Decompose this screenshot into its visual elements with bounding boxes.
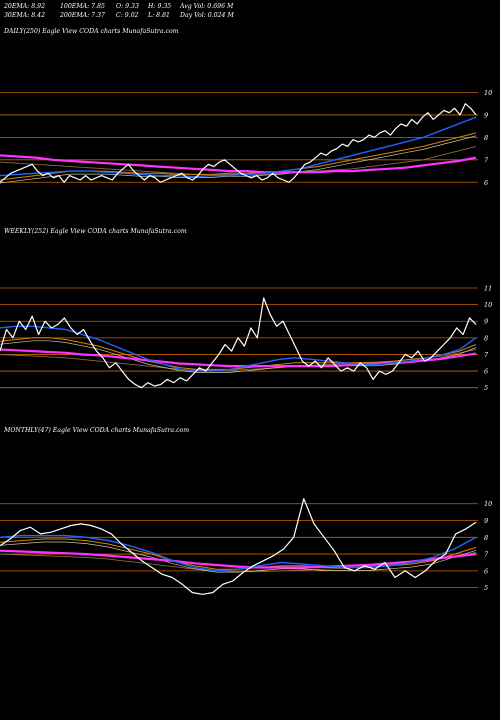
y-tick-label: 10 — [484, 500, 492, 508]
y-tick-label: 5 — [484, 384, 488, 392]
ema30-value: 30EMA: 8.42 — [4, 12, 46, 19]
price-line — [0, 297, 477, 389]
y-tick-label: 7 — [484, 551, 489, 559]
y-tick-label: 9 — [484, 517, 488, 525]
daily-panel: 10 9 8 7 6 — [0, 89, 492, 187]
ema-200-line — [0, 348, 477, 368]
ema-fast-line — [0, 116, 477, 178]
y-tick-label: 7 — [484, 156, 489, 164]
y-tick-label: 10 — [484, 301, 492, 309]
y-tick-label: 8 — [484, 334, 488, 342]
low-value: L: 8.81 — [148, 12, 170, 19]
y-tick-label: 8 — [484, 134, 488, 142]
ema-200-line — [0, 549, 477, 569]
weekly-chart-title: WEEKLY(252) Eagle View CODA charts Munaf… — [4, 228, 187, 235]
ema-100-line — [0, 132, 477, 181]
ma-mid-line — [0, 135, 477, 184]
monthly-chart-title: MONTHLY(47) Eagle View CODA charts Munaf… — [4, 427, 190, 434]
ma-mid-line — [0, 541, 477, 573]
price-line — [0, 103, 477, 183]
y-tick-label: 6 — [484, 567, 488, 575]
avg-vol-value: Avg Vol: 0.696 M — [180, 3, 234, 10]
y-tick-label: 6 — [484, 179, 488, 187]
y-tick-label: 5 — [484, 584, 488, 592]
monthly-panel: 10 9 8 7 6 5 — [0, 498, 492, 595]
ema-fast-line — [0, 534, 477, 572]
stats-row-2: 30EMA: 8.42 200EMA: 7.37 C: 9.02 L: 8.81… — [4, 11, 234, 20]
ema200-value: 200EMA: 7.37 — [60, 12, 105, 19]
y-tick-label: 11 — [484, 284, 492, 292]
y-tick-label: 10 — [484, 89, 492, 97]
ema100-value: 100EMA: 7.85 — [60, 3, 105, 10]
stats-row-1: 20EMA: 8.92 100EMA: 7.85 O: 9.33 H: 9.35… — [4, 2, 234, 11]
close-value: C: 9.02 — [116, 12, 139, 19]
weekly-panel: 11 10 9 8 7 6 5 — [0, 284, 492, 392]
y-tick-label: 8 — [484, 534, 488, 542]
day-vol-value: Day Vol: 0.024 M — [180, 12, 234, 19]
high-value: H: 9.35 — [148, 3, 172, 10]
ema20-value: 20EMA: 8.92 — [4, 3, 46, 10]
ema-100-line — [0, 337, 477, 370]
ema-200-line — [0, 154, 477, 174]
stats-header: 20EMA: 8.92 100EMA: 7.85 O: 9.33 H: 9.35… — [4, 2, 234, 20]
daily-chart-title: DAILY(250) Eagle View CODA charts Munafa… — [4, 28, 179, 35]
ma-mid-line — [0, 340, 477, 373]
y-tick-label: 7 — [484, 351, 489, 359]
y-tick-label: 9 — [484, 111, 488, 119]
open-value: O: 9.33 — [116, 3, 139, 10]
ema-fast-line — [0, 325, 477, 372]
price-line — [0, 498, 477, 595]
y-tick-label: 6 — [484, 368, 488, 376]
y-tick-label: 9 — [484, 318, 488, 326]
